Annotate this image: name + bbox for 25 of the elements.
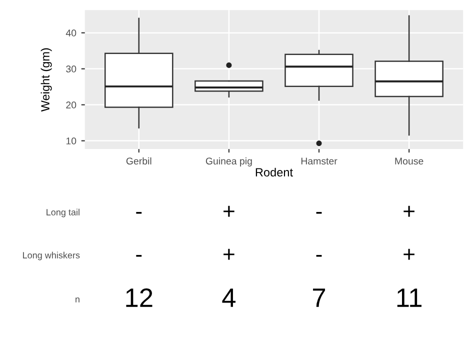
text: + [224,248,234,260]
text: + [404,248,414,260]
text: 4 [222,288,236,307]
text: 12 [126,288,152,307]
text: - [136,212,142,214]
x-tick-label: Mouse [395,158,424,165]
x-tick-label: Hamster [301,158,338,165]
text: - [316,254,322,257]
text: Long tail [46,208,80,218]
text: + [224,206,234,217]
text: 11 [397,288,422,307]
x-tick-label: Gerbil [126,157,152,165]
y-tick-label: 10 [66,138,76,144]
text: Long whiskers [23,252,80,260]
text: - [136,254,142,257]
text: + [404,206,414,217]
y-tick-label: 20 [66,102,76,108]
text: n [76,297,80,302]
x-axis-title: Rodent [256,168,293,177]
x-tick-label: Guinea pig [206,157,252,166]
y-axis-title: Weight (gm) [40,48,52,112]
y-tick-label: 40 [66,30,76,36]
text: - [316,212,322,214]
text: 7 [313,288,326,307]
y-tick-label: 30 [66,66,76,72]
